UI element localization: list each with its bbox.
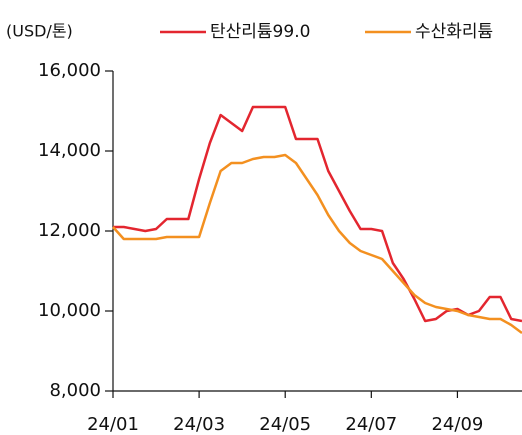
x-tick-label: 24/07 bbox=[345, 414, 397, 435]
y-tick-label: 16,000 bbox=[38, 60, 101, 81]
x-tick-label: 24/01 bbox=[87, 414, 139, 435]
y-tick-label: 8,000 bbox=[49, 380, 101, 401]
legend-label: 탄산리튬99.0 bbox=[210, 22, 310, 42]
x-tick-label: 24/05 bbox=[259, 414, 311, 435]
series-line bbox=[113, 105, 522, 323]
x-tick-label: 24/09 bbox=[431, 414, 483, 435]
series-line bbox=[112, 153, 522, 335]
y-tick-label: 10,000 bbox=[38, 300, 101, 321]
legend-label: 수산화리튬 bbox=[415, 22, 493, 42]
y-tick-label: 12,000 bbox=[38, 220, 101, 241]
x-tick-label: 24/03 bbox=[173, 414, 225, 435]
y-unit-label: (USD/톤) bbox=[6, 22, 73, 41]
y-tick-label: 14,000 bbox=[38, 140, 101, 161]
